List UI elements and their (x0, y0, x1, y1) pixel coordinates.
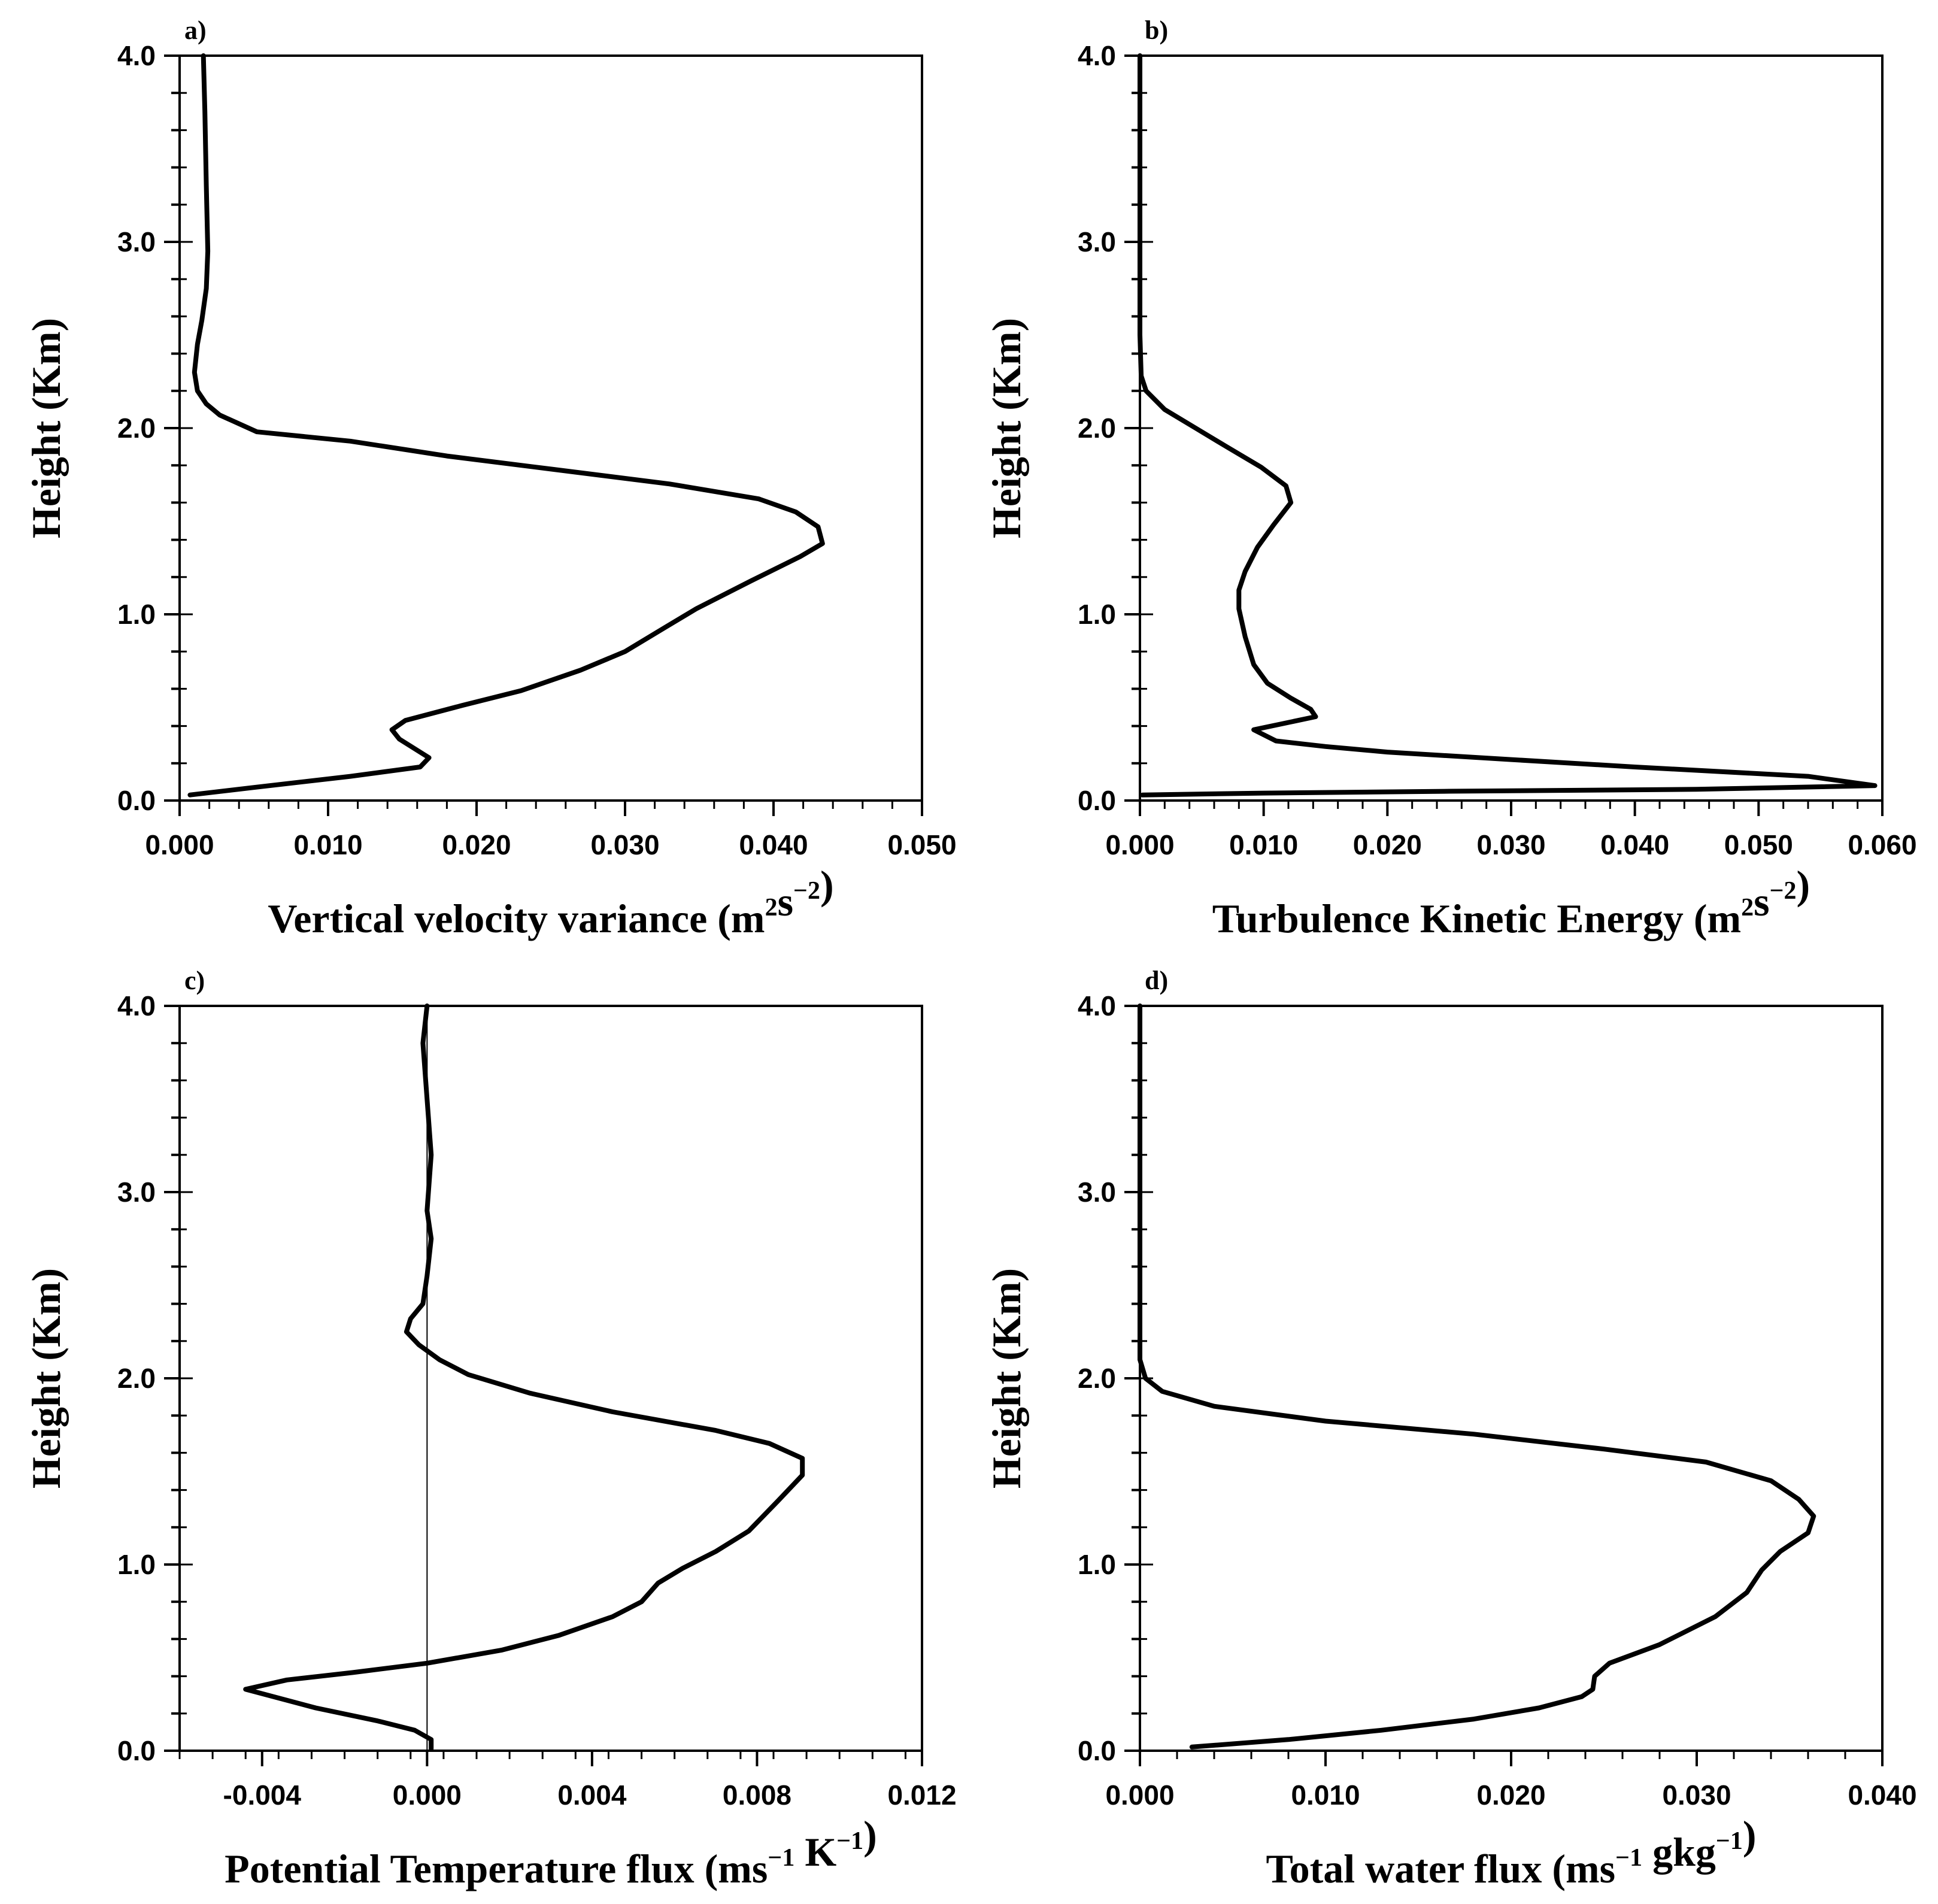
x-axis-title: Turbulence Kinetic Energy (m2s−2) (1212, 862, 1810, 941)
x-tick-label: 0.000 (145, 829, 214, 860)
x-axis-title-part: ) (820, 862, 834, 908)
x-axis-title: Vertical velocity variance (m2s−2) (268, 862, 833, 941)
series-line (1138, 1003, 1816, 1750)
plot-frame (1139, 54, 1884, 802)
x-axis-title-part: ) (1743, 1812, 1757, 1858)
panel-d: 0.0 1.0 2.0 3.0 4.0 0.000 0.010 0.020 0.030 0.040… (984, 966, 1917, 1891)
y-tick-label: 1.0 (1078, 1549, 1116, 1580)
y-tick-label: 0.0 (1078, 1735, 1116, 1766)
x-axis-title-part: gkg (1642, 1829, 1716, 1875)
x-tick-label: 0.000 (1105, 1779, 1174, 1811)
plot-frame (178, 54, 923, 802)
y-tick-label: 2.0 (1078, 413, 1116, 444)
x-axis-title-superscript: −1 (1716, 1827, 1743, 1855)
x-axis-title-part: s (1754, 879, 1769, 924)
x-tick-label: 0.060 (1848, 829, 1916, 860)
panel-tag: d) (1145, 966, 1168, 995)
series-line (1138, 53, 1878, 798)
x-tick-label: 0.000 (1105, 829, 1174, 860)
x-tick-label: 0.030 (1476, 829, 1545, 860)
panel-a: 0.0 1.0 2.0 3.0 4.0 0.000 0.010 0.020 0.030 0.040… (23, 16, 957, 941)
y-tick-label: 4.0 (1078, 40, 1116, 71)
y-axis-title: Height (Km) (984, 318, 1029, 538)
y-axis-title: Height (Km) (984, 1268, 1029, 1488)
y-tick-label: 3.0 (117, 1177, 156, 1208)
series-line (243, 1003, 805, 1751)
x-tick-label: 0.008 (723, 1779, 791, 1811)
x-axis-title-part: s (778, 879, 793, 924)
panel-tag: a) (184, 16, 207, 45)
y-tick-label: 2.0 (117, 1363, 156, 1394)
x-axis-title: Total water flux (ms−1 gkg−1) (1266, 1812, 1756, 1891)
x-axis-title-part: Total water flux (ms (1266, 1846, 1615, 1891)
x-tick-label: 0.020 (1353, 829, 1422, 860)
x-axis-title-superscript: −1 (1615, 1844, 1642, 1872)
y-tick-label: 0.0 (1078, 785, 1116, 816)
x-tick-label: 0.012 (887, 1779, 956, 1811)
x-axis-title: Potential Temperature flux (ms−1 K−1) (225, 1812, 877, 1891)
x-axis-title-superscript: −2 (1770, 877, 1797, 905)
x-axis-title-part: Potential Temperature flux (ms (225, 1846, 768, 1891)
x-tick-label: 0.050 (887, 829, 956, 860)
x-axis-title-part: K (794, 1829, 836, 1875)
x-axis-title-superscript: 2 (765, 894, 778, 921)
y-tick-label: 3.0 (1078, 226, 1116, 257)
y-tick-label: 1.0 (1078, 599, 1116, 630)
x-tick-label: 0.030 (590, 829, 659, 860)
panel-tag: c) (184, 966, 205, 995)
y-tick-label: 1.0 (117, 599, 156, 630)
y-tick-label: 2.0 (117, 413, 156, 444)
panel-tag: b) (1145, 16, 1168, 45)
x-axis-title-part: ) (1797, 862, 1810, 908)
plot-frame (1139, 1005, 1884, 1752)
y-tick-label: 3.0 (117, 226, 156, 257)
x-axis-title-part: Vertical velocity variance (m (268, 896, 765, 941)
panel-b: 0.0 1.0 2.0 3.0 4.0 0.000 0.010 0.020 0.030 0.040… (984, 16, 1917, 941)
x-tick-label: 0.010 (1229, 829, 1298, 860)
x-tick-label: 0.040 (1600, 829, 1669, 860)
x-tick-label: -0.004 (223, 1779, 302, 1811)
y-axis-title: Height (Km) (23, 1268, 69, 1488)
x-axis-title-part: ) (863, 1812, 877, 1858)
x-tick-label: 0.000 (393, 1779, 462, 1811)
y-tick-label: 3.0 (1078, 1177, 1116, 1208)
y-tick-label: 2.0 (1078, 1363, 1116, 1394)
y-tick-label: 4.0 (117, 40, 156, 71)
x-tick-label: 0.040 (1848, 1779, 1916, 1811)
x-tick-label: 0.030 (1662, 1779, 1731, 1811)
x-tick-label: 0.050 (1724, 829, 1793, 860)
series-line (187, 53, 825, 798)
x-axis-title-superscript: 2 (1741, 894, 1754, 921)
y-axis-title: Height (Km) (23, 318, 69, 538)
panel-c: 0.0 1.0 2.0 3.0 4.0 -0.004 0.000 0.004 0.008 0.01… (23, 966, 957, 1891)
x-axis-title-superscript: −2 (793, 877, 820, 905)
x-axis-title-part: Turbulence Kinetic Energy (m (1212, 896, 1741, 941)
x-axis-title-superscript: −1 (836, 1827, 863, 1855)
x-tick-label: 0.010 (293, 829, 362, 860)
y-tick-label: 0.0 (117, 785, 156, 816)
x-axis-title-superscript: −1 (768, 1844, 794, 1872)
y-tick-label: 0.0 (117, 1735, 156, 1766)
x-tick-label: 0.010 (1291, 1779, 1360, 1811)
x-tick-label: 0.040 (739, 829, 808, 860)
y-tick-label: 4.0 (117, 990, 156, 1021)
x-tick-label: 0.020 (1476, 1779, 1545, 1811)
y-tick-label: 4.0 (1078, 990, 1116, 1021)
x-tick-label: 0.020 (442, 829, 511, 860)
x-tick-label: 0.004 (557, 1779, 627, 1811)
y-tick-label: 1.0 (117, 1549, 156, 1580)
